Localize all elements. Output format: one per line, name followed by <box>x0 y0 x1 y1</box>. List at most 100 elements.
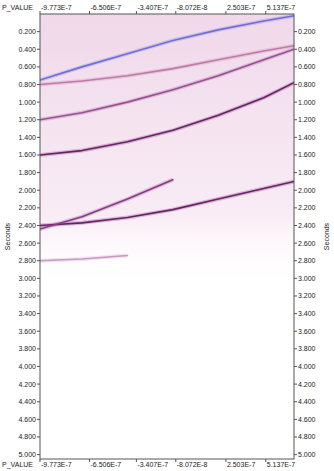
y-tick-label: 3.000 <box>298 275 316 282</box>
x-tick-label: -3.407E-7 <box>137 4 168 11</box>
y-tick <box>294 384 297 385</box>
y-tick <box>294 102 297 103</box>
y-tick <box>37 260 40 261</box>
event-line <box>40 180 173 229</box>
x-tick-label: -6.506E-7 <box>90 461 121 468</box>
y-tick-label: 4.400 <box>298 398 316 405</box>
y-tick-label: 2.200 <box>18 204 36 211</box>
y-tick <box>294 119 297 120</box>
y-tick-label: 3.200 <box>18 292 36 299</box>
x-tick-label: 5.137E-7 <box>267 461 296 468</box>
y-tick-label: 0.400 <box>18 46 36 53</box>
event-line <box>40 46 294 85</box>
y-tick-label: 1.600 <box>18 151 36 158</box>
x-tick-label: -8.072E-8 <box>177 461 208 468</box>
y-tick <box>37 454 40 455</box>
y-tick-label: 1.800 <box>18 169 36 176</box>
x-tick <box>89 11 90 14</box>
y-tick-label: 3.400 <box>18 310 36 317</box>
y-tick <box>37 278 40 279</box>
event-line <box>40 255 127 260</box>
x-tick-label: -9.773E-7 <box>41 4 72 11</box>
y-tick-label: 0.600 <box>18 63 36 70</box>
y-tick <box>37 137 40 138</box>
y-tick-label: 3.800 <box>298 345 316 352</box>
y-axis-title: Seconds <box>323 222 330 250</box>
x-tick <box>136 11 137 14</box>
x-tick-label: -6.506E-7 <box>90 4 121 11</box>
y-tick-label: 0.200 <box>18 28 36 35</box>
y-tick <box>294 436 297 437</box>
y-tick <box>294 84 297 85</box>
x-tick-label: 5.137E-7 <box>267 4 296 11</box>
y-tick-label: 2.000 <box>298 187 316 194</box>
y-tick-label: 1.400 <box>18 134 36 141</box>
x-tick-label: -8.072E-8 <box>177 4 208 11</box>
x-tick <box>265 11 266 14</box>
y-tick-label: 2.800 <box>298 257 316 264</box>
y-tick <box>294 225 297 226</box>
y-tick-label: 3.600 <box>18 328 36 335</box>
y-tick-label: 3.800 <box>18 345 36 352</box>
y-tick <box>37 366 40 367</box>
y-tick-label: 4.600 <box>298 416 316 423</box>
y-tick-label: 3.400 <box>298 310 316 317</box>
y-tick <box>294 313 297 314</box>
y-tick-label: 4.000 <box>18 363 36 370</box>
y-tick-label: 0.200 <box>298 28 316 35</box>
y-tick <box>37 331 40 332</box>
y-tick-label: 2.600 <box>18 240 36 247</box>
y-tick-label: 4.600 <box>18 416 36 423</box>
y-tick <box>37 31 40 32</box>
y-tick-label: 4.000 <box>298 363 316 370</box>
x-tick-label: 2.503E-7 <box>227 4 256 11</box>
y-tick <box>37 313 40 314</box>
y-tick <box>37 225 40 226</box>
y-tick <box>294 366 297 367</box>
y-tick <box>294 49 297 50</box>
y-tick-label: 1.800 <box>298 169 316 176</box>
y-tick <box>37 419 40 420</box>
y-tick <box>294 137 297 138</box>
y-tick <box>294 454 297 455</box>
y-tick-label: 4.800 <box>18 433 36 440</box>
event-line <box>40 83 294 155</box>
y-tick <box>37 102 40 103</box>
y-tick-label: 1.200 <box>298 116 316 123</box>
y-tick <box>294 172 297 173</box>
plot-frame <box>40 14 294 459</box>
y-tick-label: 0.600 <box>298 63 316 70</box>
y-tick <box>294 401 297 402</box>
x-axis-title: P_VALUE <box>2 461 33 469</box>
y-tick <box>294 278 297 279</box>
y-tick <box>37 401 40 402</box>
y-tick <box>294 331 297 332</box>
x-axis-title: P_VALUE <box>2 4 33 12</box>
y-tick <box>37 243 40 244</box>
y-tick-label: 2.400 <box>18 222 36 229</box>
event-halo <box>40 180 173 229</box>
y-tick-label: 4.200 <box>18 381 36 388</box>
y-tick <box>294 190 297 191</box>
y-tick <box>294 419 297 420</box>
event-halo <box>40 255 127 260</box>
y-tick-label: 2.400 <box>298 222 316 229</box>
y-tick <box>37 84 40 85</box>
y-tick-label: 1.000 <box>18 99 36 106</box>
y-tick <box>37 172 40 173</box>
y-tick <box>294 295 297 296</box>
y-tick-label: 4.200 <box>298 381 316 388</box>
x-tick <box>40 11 41 14</box>
x-tick-label: -9.773E-7 <box>41 461 72 468</box>
x-tick-label: 2.503E-7 <box>227 461 256 468</box>
y-tick-label: 3.600 <box>298 328 316 335</box>
y-tick <box>294 243 297 244</box>
y-tick <box>37 49 40 50</box>
y-tick <box>37 66 40 67</box>
plot-marks <box>40 16 294 261</box>
y-tick-label: 3.000 <box>18 275 36 282</box>
y-tick <box>37 295 40 296</box>
y-tick-label: 5.000 <box>18 451 36 458</box>
y-tick <box>294 260 297 261</box>
y-tick-label: 1.200 <box>18 116 36 123</box>
